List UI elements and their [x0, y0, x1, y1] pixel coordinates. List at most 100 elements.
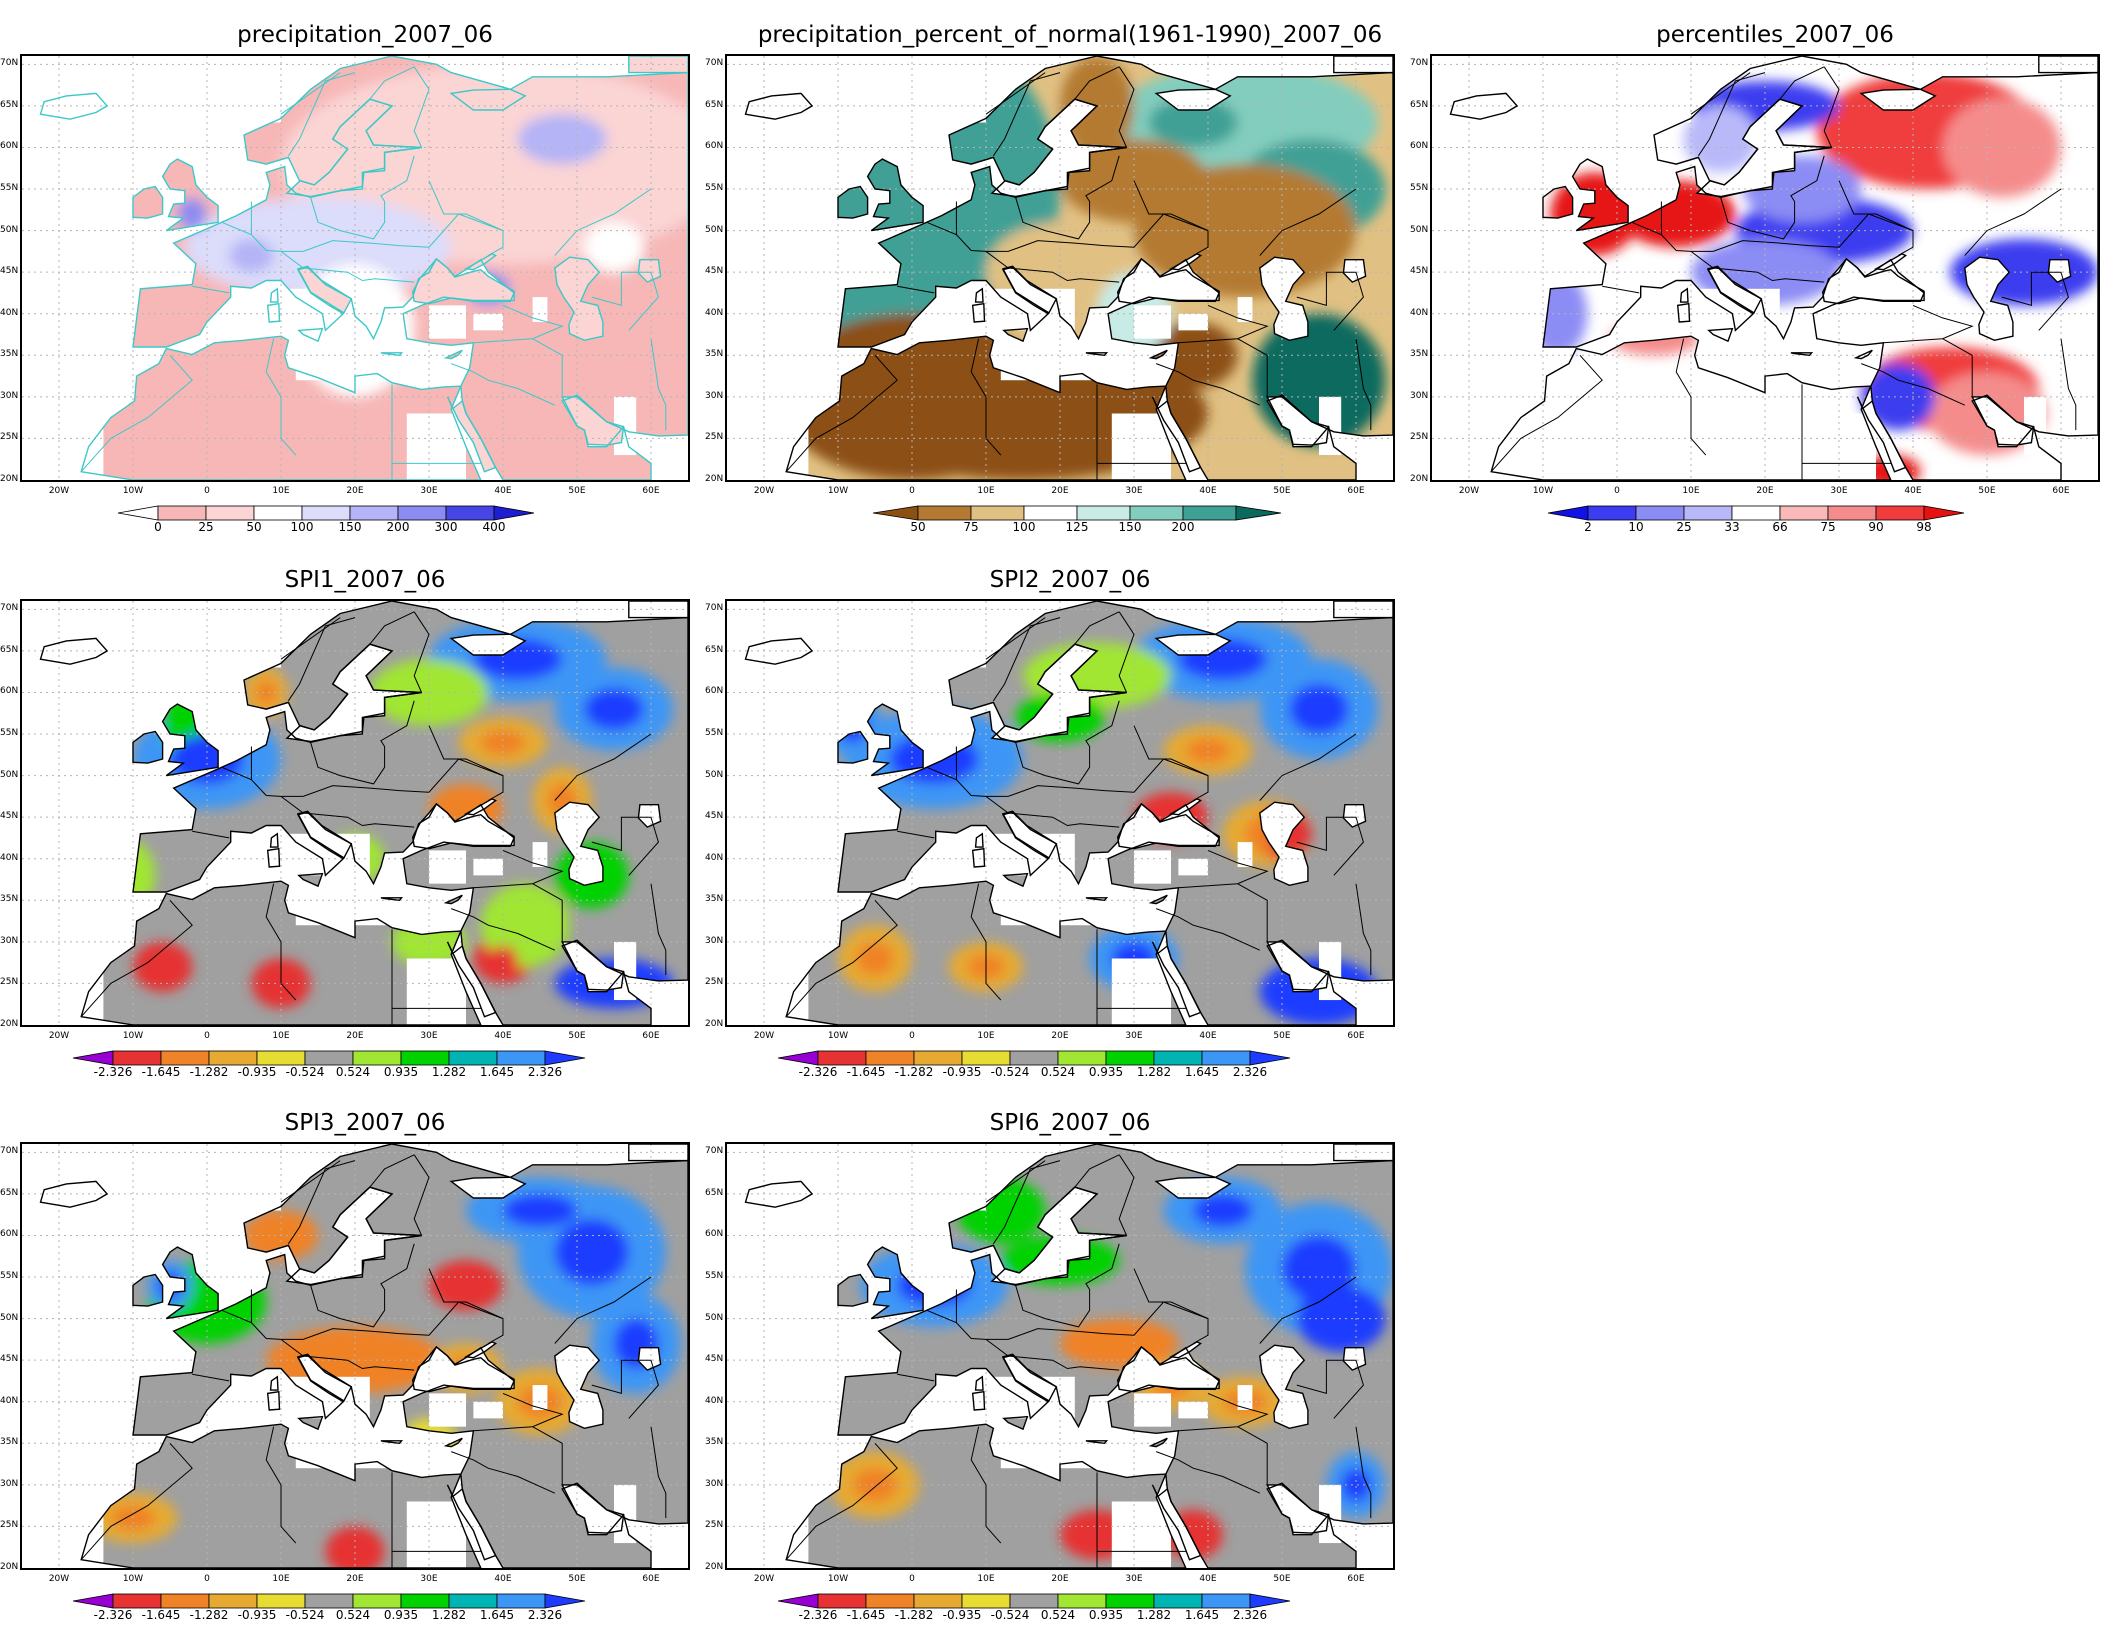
latitude-tick-label: 45N — [0, 811, 19, 822]
latitude-tick-label: 50N — [705, 224, 724, 235]
colorbar: 0 25 50 100 150 200 300 400 — [0, 504, 562, 544]
sea-persian — [562, 396, 624, 446]
latitude-tick-label: 65N — [0, 99, 19, 110]
latitude-tick-label: 30N — [1410, 390, 1429, 401]
colorbar-label: 75 — [963, 520, 979, 534]
longitude-tick-label: 50E — [1273, 1574, 1291, 1584]
sea-baltic — [991, 1187, 1127, 1285]
colorbar-swatch — [544, 1593, 586, 1609]
colorbar-swatch — [872, 505, 919, 521]
country-borders — [80, 611, 667, 1025]
map-canvas — [727, 601, 1393, 1025]
percent-of-normal-map-panel: precipitation_percent_of_normal(1961-199… — [705, 20, 1395, 540]
colorbar-label: 0.935 — [383, 1608, 419, 1622]
colorbar-swatch — [961, 1593, 1011, 1609]
sea-redsea — [447, 396, 496, 472]
colorbar-swatch — [496, 1593, 546, 1609]
latitude-tick-label: 25N — [0, 977, 19, 988]
sea-caspian — [554, 802, 603, 886]
latitude-tick-label: 50N — [0, 1312, 19, 1323]
colorbar-label: 1.282 — [431, 1608, 467, 1622]
latitude-tick-label: 20N — [0, 474, 19, 484]
longitude-tick-label: 60E — [1347, 1574, 1365, 1584]
longitude-tick-label: 10W — [827, 486, 849, 496]
sea-aral — [638, 804, 661, 828]
sea-adriatic — [1003, 1354, 1057, 1401]
sea-white — [451, 89, 526, 110]
colorbar-label: -0.524 — [285, 1608, 325, 1622]
colorbar-swatch — [1105, 1593, 1155, 1609]
latitude-tick-label: 55N — [705, 728, 724, 739]
sea-persian — [562, 1484, 624, 1534]
colorbar-label: -2.326 — [93, 1065, 133, 1079]
colorbar: -2.326 -1.645 -1.282 -0.935 -0.524 0.524 0.935… — [0, 1049, 613, 1089]
latitude-tick-label: 70N — [0, 603, 19, 614]
longitude-tick-label: 30E — [1125, 486, 1143, 496]
sea-redsea — [1152, 396, 1201, 472]
sea-baltic — [1696, 99, 1832, 197]
colorbar-label: 0.524 — [335, 1608, 371, 1622]
colorbar-label: -2.326 — [798, 1608, 838, 1622]
latitude-tick-label: 35N — [0, 894, 19, 905]
latitude-tick-label: 40N — [705, 852, 724, 863]
latitude-tick-label: 70N — [705, 603, 724, 614]
sea-aral — [1343, 259, 1366, 283]
longitude-tick-label: 40E — [494, 1031, 512, 1041]
sea-azov — [1171, 798, 1201, 815]
latitude-tick-label: 55N — [0, 728, 19, 739]
latitude-tick-label: 55N — [1410, 183, 1429, 194]
map-frame — [725, 54, 1395, 482]
latitude-tick-label: 25N — [0, 432, 19, 443]
colorbar-swatch — [112, 1050, 162, 1066]
sea-adriatic — [298, 811, 352, 858]
map-title: precipitation_percent_of_normal(1961-199… — [757, 22, 1383, 48]
latitude-tick-label: 20N — [705, 1562, 724, 1572]
longitude-tick-label: 20W — [48, 1031, 70, 1041]
coastlines — [1449, 56, 2098, 480]
sea-adriatic — [1003, 811, 1057, 858]
sea-azov — [1171, 1341, 1201, 1358]
longitude-tick-label: 10E — [977, 1031, 995, 1041]
sea-azov — [466, 798, 496, 815]
sea-redsea — [1857, 396, 1906, 472]
colorbar-swatch — [1923, 505, 1965, 521]
longitude-tick-label: 10W — [827, 1031, 849, 1041]
colorbar-label: 1.645 — [1184, 1608, 1220, 1622]
longitude-tick-label: 0 — [909, 1574, 915, 1584]
sea-redsea — [447, 1484, 496, 1560]
latitude-tick-label: 45N — [705, 266, 724, 277]
colorbar-swatch — [1731, 505, 1781, 521]
latitude-tick-label: 65N — [705, 644, 724, 655]
colorbar-label: 0.524 — [1040, 1065, 1076, 1079]
colorbar-label: 2.326 — [527, 1608, 563, 1622]
country-borders — [80, 66, 667, 480]
latitude-tick-label: 45N — [0, 266, 19, 277]
colorbar-swatch — [1249, 1050, 1291, 1066]
colorbar-label: -0.524 — [990, 1608, 1030, 1622]
colorbar-label: -1.282 — [894, 1065, 934, 1079]
colorbar-label: -0.935 — [237, 1608, 277, 1622]
longitude-tick-label: 20W — [753, 1574, 775, 1584]
colorbar-swatch — [117, 505, 159, 521]
spi1-map-panel: SPI1_2007_06 -2.326 -1.645 -1.282 -0.935 -0.… — [0, 565, 690, 1085]
latitude-tick-label: 25N — [705, 1520, 724, 1531]
coastlines — [744, 56, 1393, 480]
latitude-tick-label: 30N — [0, 935, 19, 946]
latitude-tick-label: 45N — [705, 811, 724, 822]
colorbar-label: -1.645 — [141, 1608, 181, 1622]
sea-baltic — [286, 1187, 422, 1285]
longitude-tick-label: 0 — [1614, 486, 1620, 496]
sea-azov — [1171, 253, 1201, 270]
colorbar-swatch — [208, 1050, 258, 1066]
colorbar-swatch — [352, 1050, 402, 1066]
colorbar-swatch — [1235, 505, 1282, 521]
colorbar-swatch — [1827, 505, 1877, 521]
latitude-tick-label: 30N — [705, 390, 724, 401]
sea-black — [1822, 258, 1925, 304]
colorbar-label: 0.935 — [383, 1065, 419, 1079]
colorbar-label: 2 — [1584, 520, 1592, 534]
coastlines — [744, 601, 1393, 1025]
longitude-tick-label: 40E — [1904, 486, 1922, 496]
map-title: SPI1_2007_06 — [284, 567, 446, 593]
latitude-tick-label: 35N — [1410, 349, 1429, 360]
